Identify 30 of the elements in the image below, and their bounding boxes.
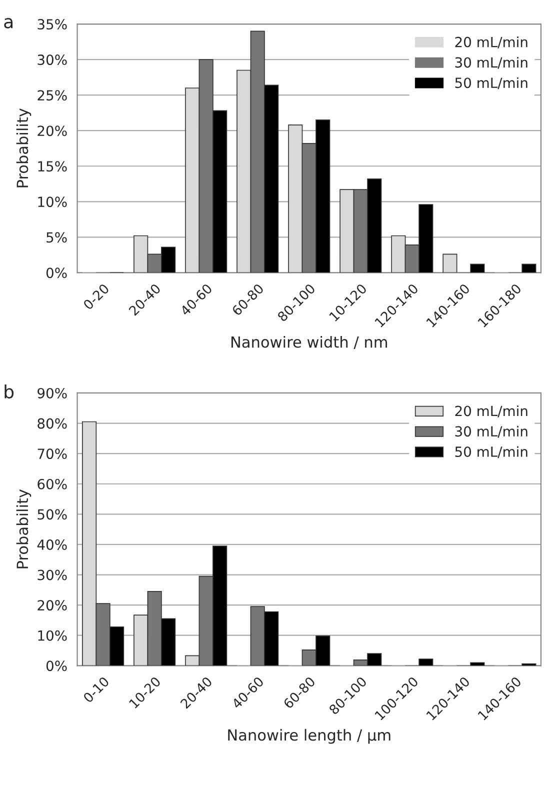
y-tick-label: 80% [38, 418, 67, 429]
y-tick-label: 35% [38, 19, 67, 30]
y-tick-label: 0% [46, 660, 67, 672]
y-tick-label: 90% [38, 388, 67, 398]
y-tick-label: 10% [38, 196, 67, 208]
y-tick-label: 5% [46, 232, 67, 243]
y-tick-label: 70% [38, 448, 67, 460]
y-axis-title: Probability [16, 489, 32, 568]
legend-label: 20 mL/min [455, 36, 528, 48]
y-tick-label: 15% [38, 161, 67, 172]
chart-title: a [4, 18, 13, 28]
legend-label: 20 mL/min [455, 405, 528, 418]
y-tick-label: 25% [38, 90, 67, 101]
y-tick-label: 30% [38, 54, 67, 66]
y-tick-label: 60% [38, 478, 67, 490]
y-tick-label: 20% [38, 126, 67, 136]
legend-label: 50 mL/min [455, 446, 528, 458]
chart-title: b [4, 384, 14, 399]
x-axis-title: Nanowire width / nm [231, 336, 387, 349]
legend-label: 50 mL/min [455, 77, 528, 90]
y-tick-label: 50% [38, 509, 67, 520]
y-tick-label: 0% [46, 268, 67, 278]
y-axis-title: Probability [16, 108, 32, 188]
y-tick-label: 30% [38, 570, 67, 580]
x-axis-title: Nanowire length / µm [228, 728, 390, 744]
y-tick-label: 40% [37, 539, 67, 550]
legend-label: 30 mL/min [455, 56, 528, 69]
y-tick-label: 20% [38, 600, 67, 611]
legend-label: 30 mL/min [455, 426, 528, 438]
y-tick-label: 10% [38, 630, 67, 641]
